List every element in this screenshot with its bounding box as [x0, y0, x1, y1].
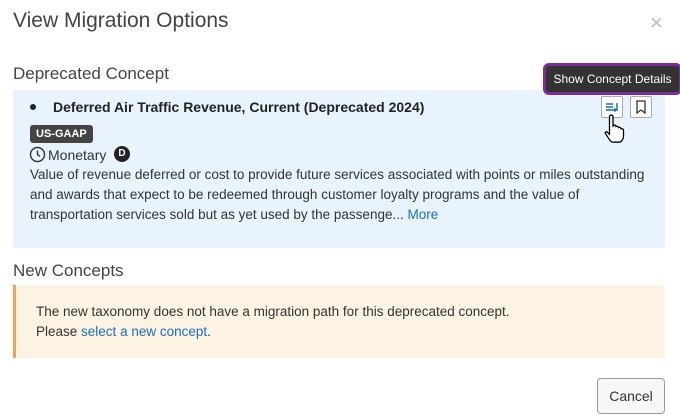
prompt-end: .: [207, 324, 211, 339]
notice: The new taxonomy does not have a migrati…: [36, 302, 510, 342]
more-link[interactable]: More: [407, 207, 439, 222]
notice-text: The new taxonomy does not have a migrati…: [36, 304, 510, 319]
select-concept-link[interactable]: select a new concept: [81, 324, 208, 339]
bookmark-icon: [636, 100, 646, 115]
show-details-button[interactable]: [601, 96, 623, 118]
tooltip: Show Concept Details: [543, 63, 680, 95]
prompt-text: Please: [36, 324, 78, 339]
cursor: [604, 114, 625, 143]
notice-prompt: Please select a new concept.: [36, 322, 510, 342]
section-heading: Deprecated Concept: [13, 64, 169, 83]
details-icon: [606, 103, 618, 113]
period-type: Monetary: [48, 147, 107, 163]
dialog-title: View Migration Options: [13, 9, 229, 32]
bookmark-button[interactable]: [630, 96, 652, 118]
concept-name: Deferred Air Traffic Revenue, Current (D…: [53, 99, 425, 115]
concept-card: [13, 90, 665, 248]
notice-box: [13, 285, 665, 358]
balance-badge: D: [114, 146, 130, 162]
taxonomy-badge: US-GAAP: [30, 125, 93, 143]
description-text: Value of revenue deferred or cost to pro…: [30, 167, 645, 222]
cancel-button[interactable]: Cancel: [597, 378, 665, 414]
section-heading: New Concepts: [13, 261, 124, 280]
description: Value of revenue deferred or cost to pro…: [30, 165, 662, 225]
bullet: [30, 104, 36, 110]
clock-icon: [29, 146, 46, 163]
close-button[interactable]: ×: [650, 10, 663, 35]
